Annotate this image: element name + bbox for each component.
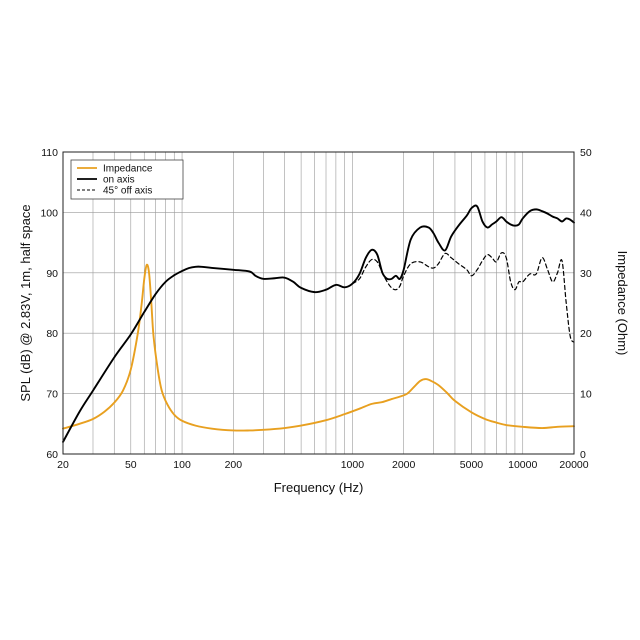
y-right-tick-label: 30	[580, 268, 592, 280]
y-left-tick-label: 110	[41, 147, 58, 159]
y-left-tick-label: 90	[46, 268, 58, 280]
x-tick-label: 1000	[341, 459, 365, 471]
series-line-on-axis	[62, 204, 575, 443]
y-axis-right-label: Impedance (Ohm)	[615, 251, 630, 356]
y-right-tick-label: 50	[580, 147, 592, 159]
y-axis-left-label: SPL (dB) @ 2.83V, 1m, half space	[18, 204, 33, 401]
legend-label: Impedance	[103, 164, 153, 175]
x-tick-label: 10000	[508, 459, 537, 471]
tick-labels: 20 50 100 200 1000 2000 5000 10000 2000060708090…	[40, 147, 591, 471]
series-line-45-off-axis	[351, 252, 575, 343]
y-right-tick-label: 0	[580, 449, 586, 461]
grid	[63, 152, 574, 454]
y-right-tick-label: 40	[580, 207, 592, 219]
legend-label: 45° off axis	[103, 186, 152, 197]
series-line-impedance	[62, 263, 575, 432]
y-left-tick-label: 70	[46, 389, 58, 401]
x-tick-label: 5000	[460, 459, 484, 471]
y-right-tick-label: 20	[580, 328, 592, 340]
legend-label: on axis	[103, 175, 135, 186]
x-tick-label: 2000	[392, 459, 416, 471]
y-left-tick-label: 60	[46, 449, 58, 461]
plot-area	[62, 204, 575, 443]
x-axis-label: Frequency (Hz)	[274, 480, 364, 495]
x-tick-label: 200	[225, 459, 243, 471]
plot-frame	[62, 151, 575, 455]
x-tick-label: 20	[57, 459, 69, 471]
x-tick-label: 20000	[559, 459, 588, 471]
y-left-tick-label: 80	[46, 328, 58, 340]
x-tick-label: 100	[173, 459, 191, 471]
y-left-tick-label: 100	[40, 207, 58, 219]
y-right-tick-label: 10	[580, 389, 592, 401]
x-tick-label: 50	[125, 459, 137, 471]
